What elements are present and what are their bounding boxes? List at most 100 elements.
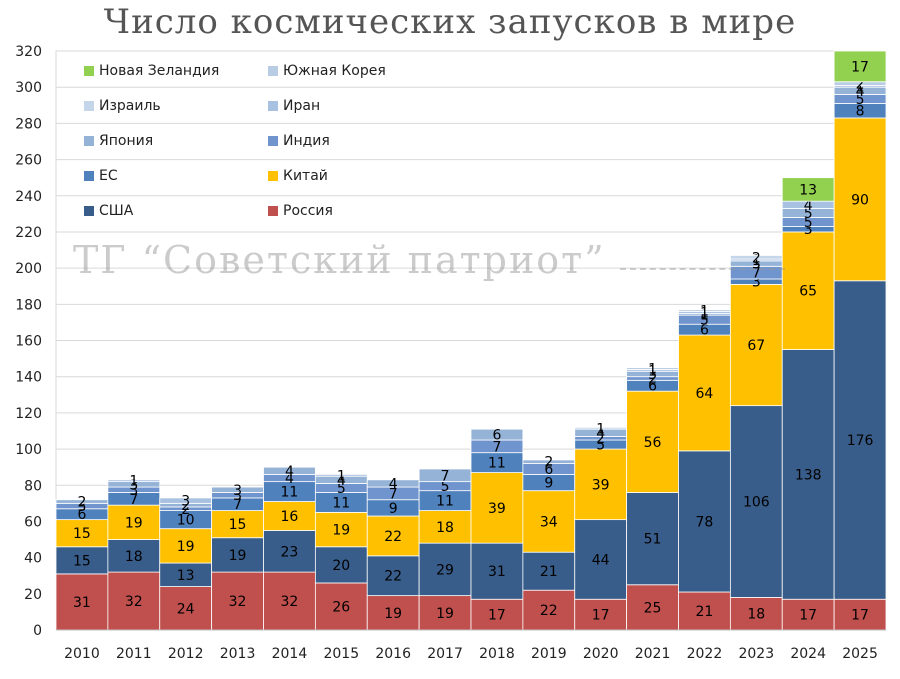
data-label: 15 xyxy=(229,517,247,533)
data-label: 3 xyxy=(129,483,138,499)
data-label: 32 xyxy=(229,594,247,610)
data-label: 4 xyxy=(389,476,398,492)
x-tick-label: 2013 xyxy=(220,646,256,662)
legend-item: Индия xyxy=(268,132,330,150)
data-label: 7 xyxy=(492,439,501,455)
y-tick-label: 100 xyxy=(15,442,42,458)
bar-segment xyxy=(470,598,524,631)
data-label: 5 xyxy=(441,479,450,495)
watermark-text: ТГ “Советский патриот” xyxy=(73,238,606,282)
legend-label: Китай xyxy=(283,168,328,184)
bar-segment xyxy=(418,595,472,631)
data-label: 22 xyxy=(540,603,558,619)
data-label: 1 xyxy=(752,253,761,269)
x-tick-label: 2014 xyxy=(272,646,308,662)
data-label: 6 xyxy=(492,428,501,444)
data-label: 7 xyxy=(233,497,242,513)
data-label: 39 xyxy=(592,477,610,493)
y-tick-label: 280 xyxy=(15,116,42,132)
data-label: 19 xyxy=(229,548,247,564)
legend-label: Индия xyxy=(283,133,330,149)
data-label: 6 xyxy=(544,462,553,478)
data-label: 11 xyxy=(488,456,506,472)
bar-segment xyxy=(366,555,420,597)
legend-label: Израиль xyxy=(99,98,161,114)
legend-item: Китай xyxy=(268,167,328,185)
y-tick-label: 120 xyxy=(15,406,42,422)
y-tick-label: 260 xyxy=(15,153,42,169)
bar-segment xyxy=(729,284,783,407)
data-label: 5 xyxy=(804,206,813,222)
bar-segment xyxy=(729,405,783,598)
legend-label: Россия xyxy=(283,203,333,219)
legend-label: ЕС xyxy=(99,168,118,184)
data-label: 18 xyxy=(747,607,765,623)
bar-segment xyxy=(781,349,835,600)
data-label: 78 xyxy=(696,514,714,530)
bar-segment xyxy=(626,492,679,586)
data-label: 1 xyxy=(129,474,138,490)
bar-segment xyxy=(418,542,472,597)
legend-item: Новая Зеландия xyxy=(84,62,219,80)
data-label: 3 xyxy=(233,483,242,499)
data-label: 2 xyxy=(77,495,86,511)
bar-segment xyxy=(107,539,161,573)
x-tick-label: 2024 xyxy=(790,646,826,662)
x-tick-label: 2020 xyxy=(583,646,619,662)
data-label: 11 xyxy=(332,495,350,511)
y-tick-label: 160 xyxy=(15,334,42,350)
legend-label: Новая Зеландия xyxy=(99,63,220,79)
data-label: 5 xyxy=(804,215,813,231)
x-tick-label: 2019 xyxy=(531,646,567,662)
legend-item: США xyxy=(84,202,133,220)
data-label: 6 xyxy=(77,507,86,523)
x-tick-label: 2016 xyxy=(375,646,411,662)
data-label: 39 xyxy=(488,501,506,517)
data-label: 4 xyxy=(856,84,865,100)
legend-item: Израиль xyxy=(84,97,161,115)
y-tick-label: 60 xyxy=(24,514,42,530)
bar-segment xyxy=(522,490,576,553)
data-label: 11 xyxy=(281,485,299,501)
data-label: 16 xyxy=(281,509,299,525)
data-label: 3 xyxy=(233,488,242,504)
legend-swatch xyxy=(268,101,278,111)
bar-segment xyxy=(678,591,731,631)
y-tick-label: 320 xyxy=(15,44,42,60)
y-tick-label: 200 xyxy=(15,261,42,277)
y-tick-label: 240 xyxy=(15,189,42,205)
legend-label: Иран xyxy=(283,98,321,114)
data-label: 64 xyxy=(696,386,714,402)
x-tick-label: 2018 xyxy=(479,646,515,662)
bar-segment xyxy=(55,573,109,631)
data-label: 6 xyxy=(700,323,709,339)
data-label: 56 xyxy=(644,435,662,451)
data-label: 1 xyxy=(337,468,346,484)
bar-segment xyxy=(626,390,679,493)
data-label: 2 xyxy=(181,498,190,514)
data-label: 19 xyxy=(332,523,350,539)
data-label: 19 xyxy=(436,606,454,622)
data-label: 18 xyxy=(125,549,143,565)
y-tick-label: 40 xyxy=(24,551,42,567)
bar-segment xyxy=(263,530,316,573)
data-label: 2 xyxy=(752,250,761,266)
data-label: 7 xyxy=(752,266,761,282)
data-label: 3 xyxy=(804,222,813,238)
data-label: 106 xyxy=(743,495,770,511)
data-label: 17 xyxy=(488,608,506,624)
data-label: 19 xyxy=(125,515,143,531)
legend-item: Иран xyxy=(268,97,320,115)
bar-segment xyxy=(159,586,213,631)
y-tick-label: 140 xyxy=(15,370,42,386)
bar-segment xyxy=(678,450,731,593)
bar-segment xyxy=(263,501,316,531)
data-label: 31 xyxy=(73,595,91,611)
data-label: 17 xyxy=(851,59,869,75)
legend-item: Южная Корея xyxy=(268,62,386,80)
bar-segment xyxy=(107,479,161,483)
data-label: 18 xyxy=(436,520,454,536)
bar-segment xyxy=(522,551,576,591)
legend-swatch xyxy=(84,66,94,76)
data-label: 3 xyxy=(648,367,657,383)
